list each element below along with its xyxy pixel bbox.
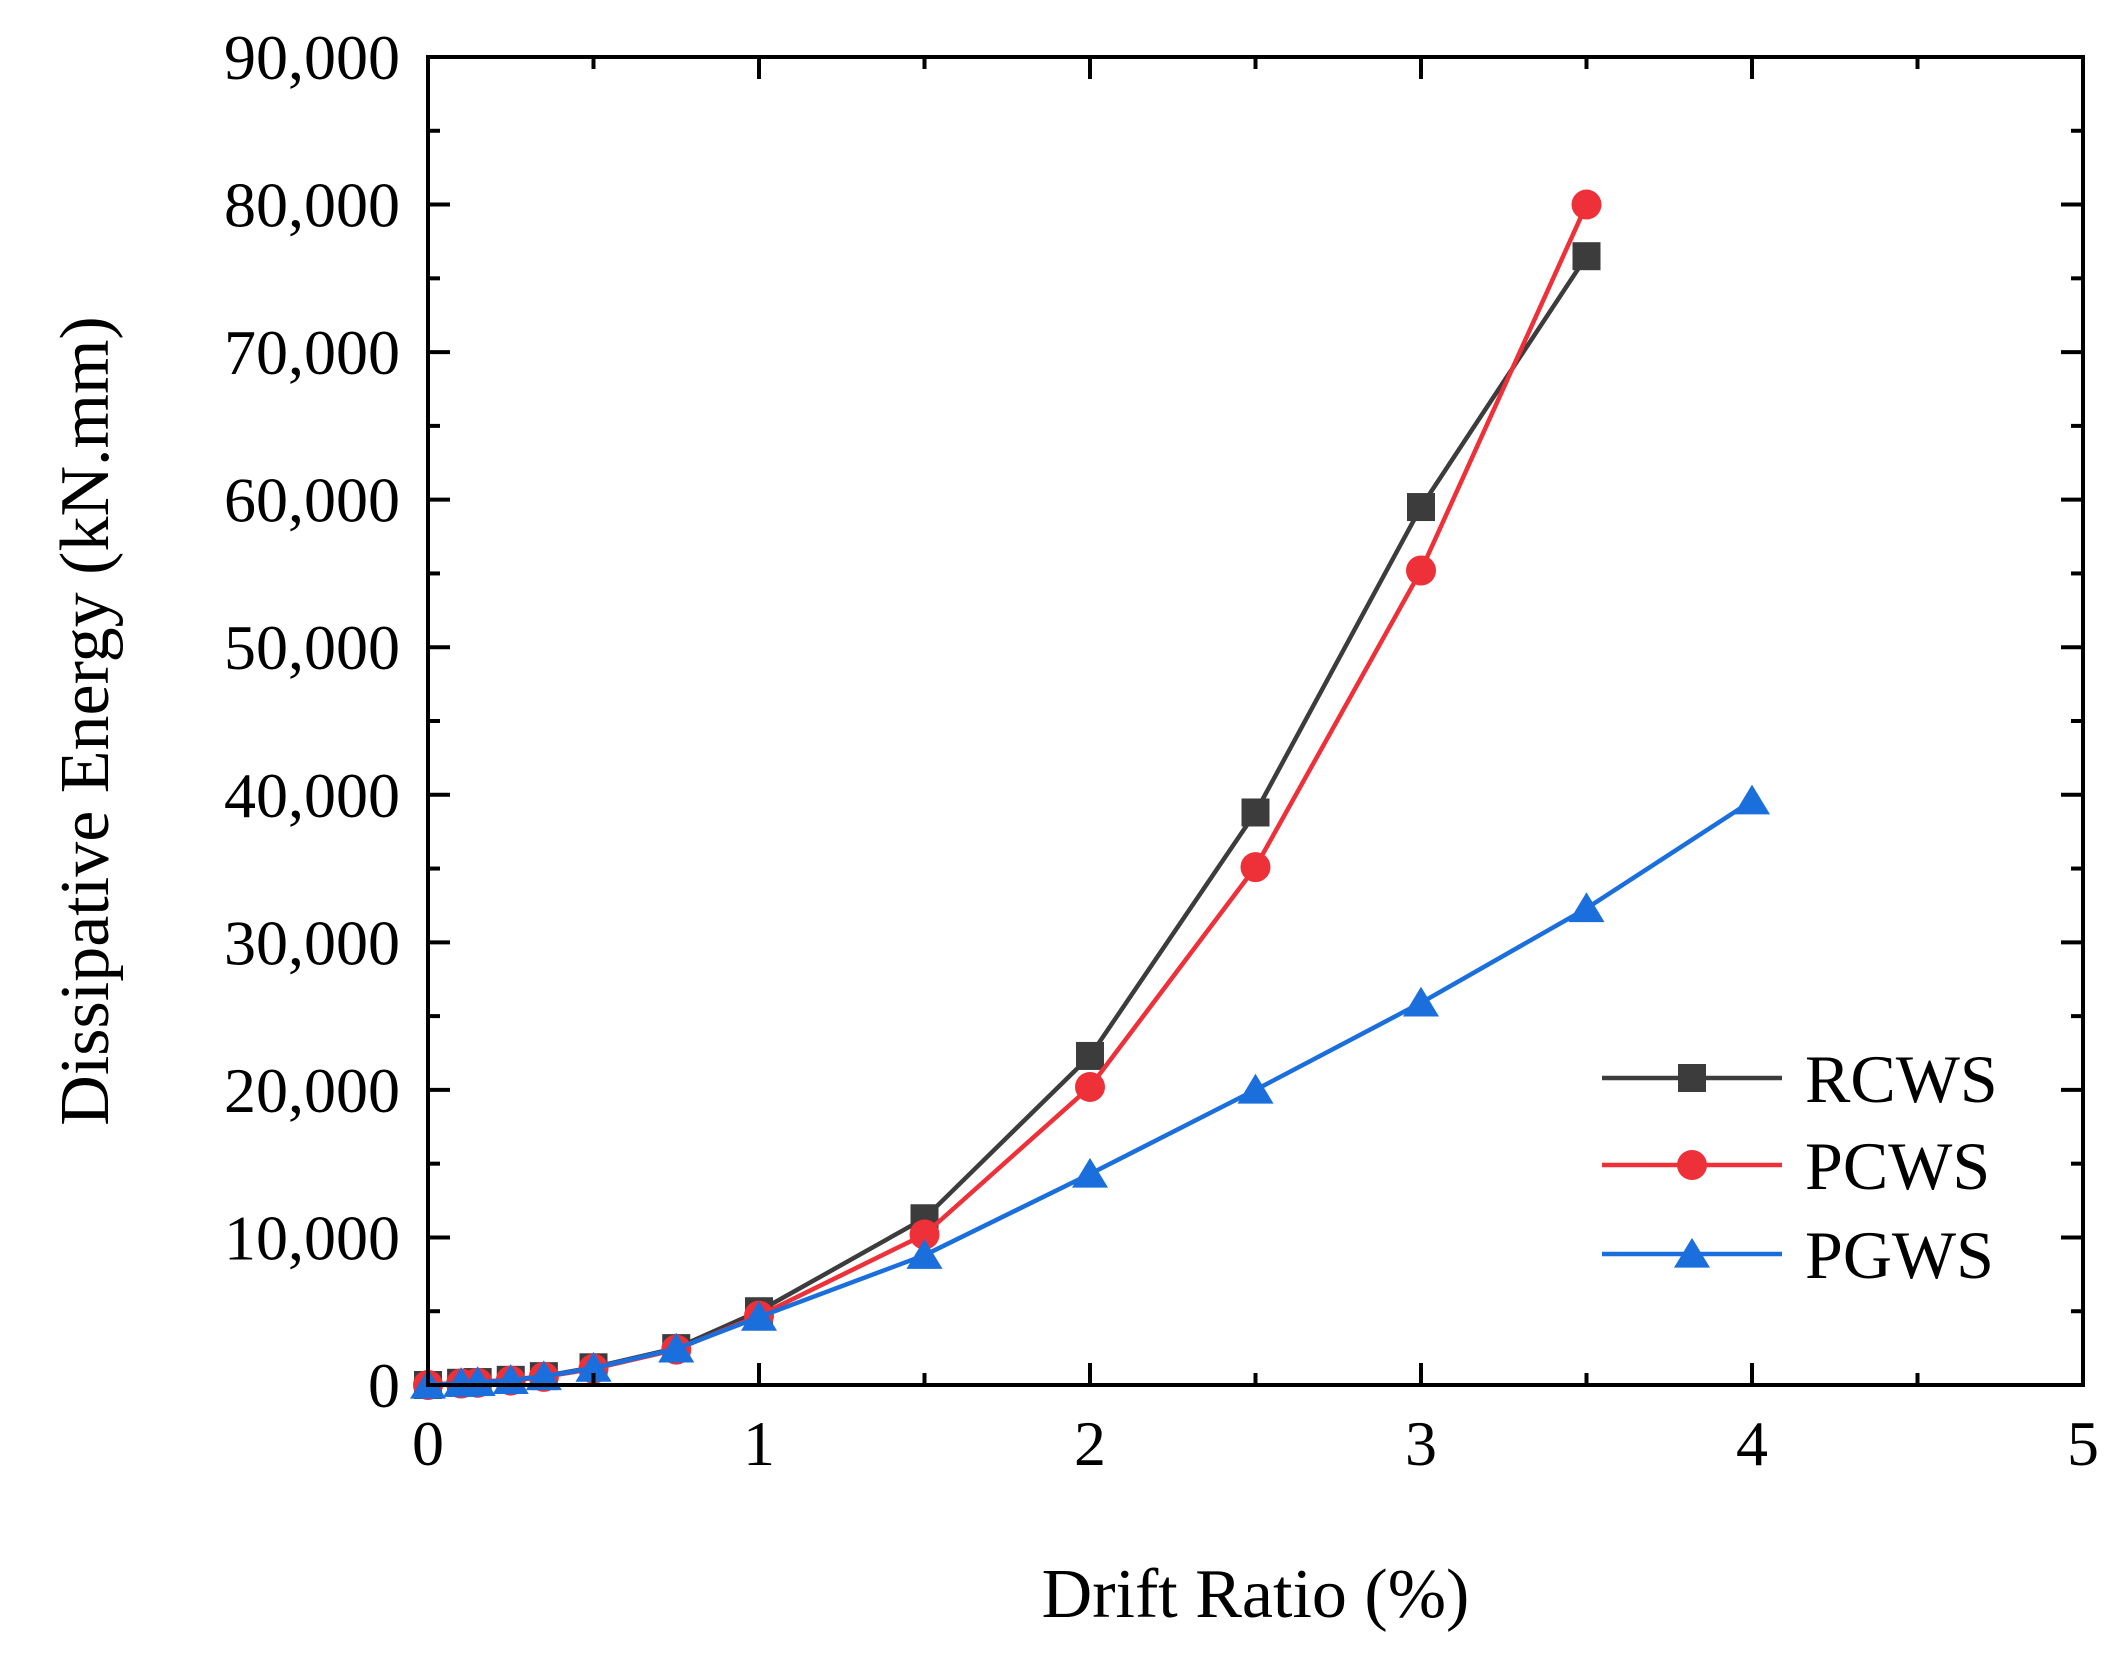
legend-item-rcws: RCWS [1602,1041,1998,1117]
data-point-pgws [1071,1157,1109,1188]
data-point-rcws [1572,242,1601,271]
legend-label: PCWS [1805,1128,1990,1204]
y-tick-label: 40,000 [224,760,400,831]
legend-label: PGWS [1805,1217,1994,1293]
legend-item-pgws: PGWS [1602,1217,1994,1293]
data-point-pcws [1406,555,1436,586]
y-tick-label: 10,000 [224,1202,400,1273]
y-axis-title: Dissipative Energy (kN.mm) [47,316,124,1125]
y-tick-label: 70,000 [224,317,400,388]
data-point-pcws [1075,1071,1105,1102]
x-axis-title: Drift Ratio (%) [1042,1556,1470,1633]
data-point-pgws [1237,1073,1274,1104]
x-tick-label: 3 [1405,1408,1437,1479]
data-point-rcws [1076,1041,1104,1070]
legend-marker [1673,1237,1711,1268]
legend-label: RCWS [1805,1041,1998,1117]
data-point-pgws [459,1366,496,1397]
data-point-pgws [1402,986,1440,1017]
series-layer [409,189,1771,1400]
data-point-rcws [1241,798,1270,827]
y-tick-label: 50,000 [224,612,400,683]
y-tick-label: 60,000 [224,465,400,536]
x-tick-label: 5 [2067,1408,2099,1479]
legend-marker [1677,1150,1707,1180]
data-point-pgws [906,1239,943,1269]
legend-item-pcws: PCWS [1602,1128,1990,1204]
data-point-pcws [909,1219,940,1250]
y-tick-label: 90,000 [224,22,400,93]
x-tick-label: 1 [743,1408,775,1479]
data-point-pgws [658,1332,695,1363]
data-point-pgws [740,1301,778,1331]
data-point-pgws [1733,784,1771,815]
legend: RCWS PCWS PGWS [1602,1041,1998,1293]
axes-layer: 0 1 2 3 4 5 0 10,000 20,000 30,000 40,000 50,000 60,… [224,22,2099,1479]
y-tick-label: 20,000 [224,1055,400,1126]
data-point-pcws [1571,189,1602,220]
y-tick-label: 0 [368,1350,400,1421]
x-tick-label: 0 [412,1408,444,1479]
data-point-pcws [1240,852,1271,883]
data-point-rcws [1407,493,1435,522]
data-point-pgws [525,1360,562,1391]
x-tick-label: 4 [1736,1408,1768,1479]
y-tick-label: 30,000 [224,907,400,978]
legend-marker [1678,1064,1706,1092]
data-point-pgws [575,1351,612,1382]
x-tick-label: 2 [1074,1408,1106,1479]
data-point-pgws [1568,892,1605,923]
y-tick-label: 80,000 [224,170,400,241]
